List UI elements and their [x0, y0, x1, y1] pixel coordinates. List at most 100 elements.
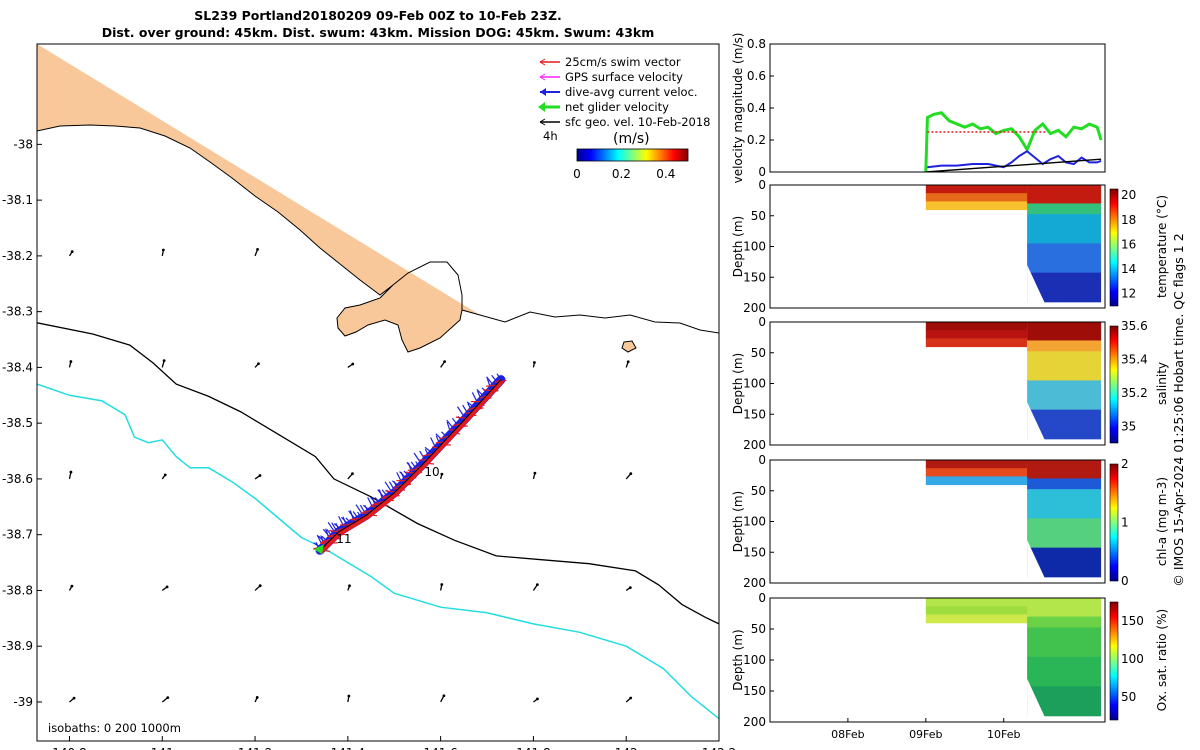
profile-cell: [925, 476, 1028, 486]
swim-vector: [452, 423, 461, 427]
current-arrow-head: [69, 470, 73, 474]
velocity-series-net: [924, 111, 1103, 172]
map-ytick-label: -38.5: [2, 416, 33, 430]
profile-colorbar: [1109, 463, 1119, 582]
dive-avg-vector: [486, 378, 492, 391]
map-colorbar-ticks: 0 0.2 0.4: [573, 167, 675, 181]
current-arrow-head: [347, 694, 351, 698]
swim-vector: [405, 471, 415, 474]
dive-avg-vector: [496, 373, 502, 381]
current-arrow-head: [536, 697, 539, 701]
map-xtick-label: 141: [151, 746, 174, 750]
swim-vector: [485, 384, 497, 387]
dive-avg-vector: [406, 461, 416, 473]
swim-vector: [328, 533, 337, 537]
current-arrow-head: [70, 584, 74, 588]
map-y-ticks: -38 -38.1 -38.2 -38.3 -38.4 -38.5 -38.6 -38.7 -3…: [2, 137, 42, 709]
current-arrow-head: [72, 696, 76, 700]
current-arrow-head: [443, 360, 447, 364]
profile-ylabel: Depth (m): [731, 353, 745, 414]
profile-cell: [925, 193, 1028, 202]
dive-avg-vector: [357, 511, 363, 519]
profile-ytick-label: 150: [743, 545, 766, 559]
profile-cell: [1027, 518, 1102, 549]
current-arrow-head: [70, 250, 74, 254]
legend-swim: 25cm/s swim vector: [565, 55, 681, 69]
profile-colorbar: [1109, 325, 1119, 444]
profile-ytick-label: 50: [751, 209, 766, 223]
swim-vector: [373, 500, 385, 505]
profile-colorbar-label: salinity: [1155, 362, 1169, 405]
current-arrow-head: [163, 473, 167, 477]
current-arrow-head: [162, 359, 166, 363]
map-x-ticks: 140.8 141 141.2 141.4 141.6 141.8 142 142.2: [52, 736, 736, 750]
dive-avg-vector: [378, 489, 384, 502]
map-xtick-label: 142.2: [702, 746, 736, 750]
legend-net-head: [538, 102, 545, 112]
swim-vector: [321, 538, 332, 543]
dive-avg-vector: [481, 387, 489, 395]
current-arrow-head: [348, 584, 351, 588]
profile-ytick-label: 200: [743, 438, 766, 452]
swim-vector: [479, 395, 487, 399]
surface-current-arrows: [68, 247, 719, 703]
profile-xtick-label: 09Feb: [909, 728, 942, 741]
legend-sfc: sfc geo. vel. 10-Feb-2018: [565, 115, 711, 129]
map-ytick-label: -38.4: [2, 360, 33, 374]
profile-cell: [925, 338, 1028, 348]
profile-ytick-label: 100: [743, 240, 766, 254]
profile-cell: [925, 460, 1028, 469]
profile-oxygen: 0 50 100 150 200 Depth (m) 50 100 150 Ox. sat. ra…: [731, 591, 1169, 741]
profile-cell: [1027, 380, 1102, 411]
isobath-label: isobaths: 0 200 1000m: [48, 721, 181, 735]
glider-track: 10 11: [313, 373, 507, 555]
current-arrow-head: [257, 362, 260, 366]
dive-avg-vector: [446, 421, 452, 435]
profile-ytick-label: 0: [758, 453, 766, 467]
legend-sfc-head: [539, 118, 546, 126]
dive-avg-vector: [388, 481, 396, 492]
profile-ylabel: Depth (m): [731, 216, 745, 277]
profile-cell: [1027, 243, 1102, 274]
dive-avg-vector: [424, 448, 430, 458]
dive-avg-vector: [446, 419, 456, 431]
swim-vector: [482, 389, 492, 392]
profile-xtick-label: 08Feb: [831, 728, 864, 741]
profile-ytick-label: 200: [743, 301, 766, 315]
profile-colorbar: [1109, 188, 1119, 307]
legend-gps-head: [539, 73, 546, 81]
map-ytick-label: -38: [13, 137, 33, 151]
swim-vector: [320, 542, 327, 545]
profile-colorbar-tick: 0: [1121, 574, 1129, 588]
swim-vector: [467, 406, 477, 411]
map-legend: 25cm/s swim vector GPS surface velocity …: [538, 55, 711, 181]
profile-cell: [1027, 322, 1102, 341]
map-colorbar-tick: 0: [573, 167, 581, 181]
isobath-200m-line: [37, 322, 719, 625]
map-colorbar-tick: 0.2: [612, 167, 631, 181]
title-line-1: SL239 Portland20180209 09-Feb 00Z to 10-…: [194, 8, 562, 23]
velocity-ytick-label: 0.8: [747, 37, 766, 51]
dive-avg-vector: [325, 528, 331, 541]
profile-ytick-label: 50: [751, 622, 766, 636]
profile-cell: [1027, 214, 1102, 244]
current-arrow-head: [161, 248, 165, 252]
map-xtick-label: 140.8: [52, 746, 86, 750]
velocity-ytick-label: 0.6: [747, 69, 766, 83]
swim-vector: [431, 446, 439, 449]
swim-vector: [370, 505, 377, 508]
swim-vector: [407, 468, 418, 471]
credit-text: © IMOS 15-Apr-2024 01:25:06 Hobart time.…: [1171, 233, 1186, 586]
track-day-label: 11: [336, 532, 351, 546]
dive-avg-vector: [367, 497, 375, 510]
profile-cell: [925, 606, 1028, 616]
map-xtick-label: 142: [615, 746, 638, 750]
profile-colorbar-tick: 14: [1121, 262, 1136, 276]
profile-cell: [1027, 656, 1102, 687]
profile-colorbar-tick: 2: [1121, 457, 1129, 471]
dive-avg-vector: [466, 401, 476, 409]
dive-avg-vector: [316, 534, 324, 548]
legend-swim-head: [539, 58, 546, 66]
